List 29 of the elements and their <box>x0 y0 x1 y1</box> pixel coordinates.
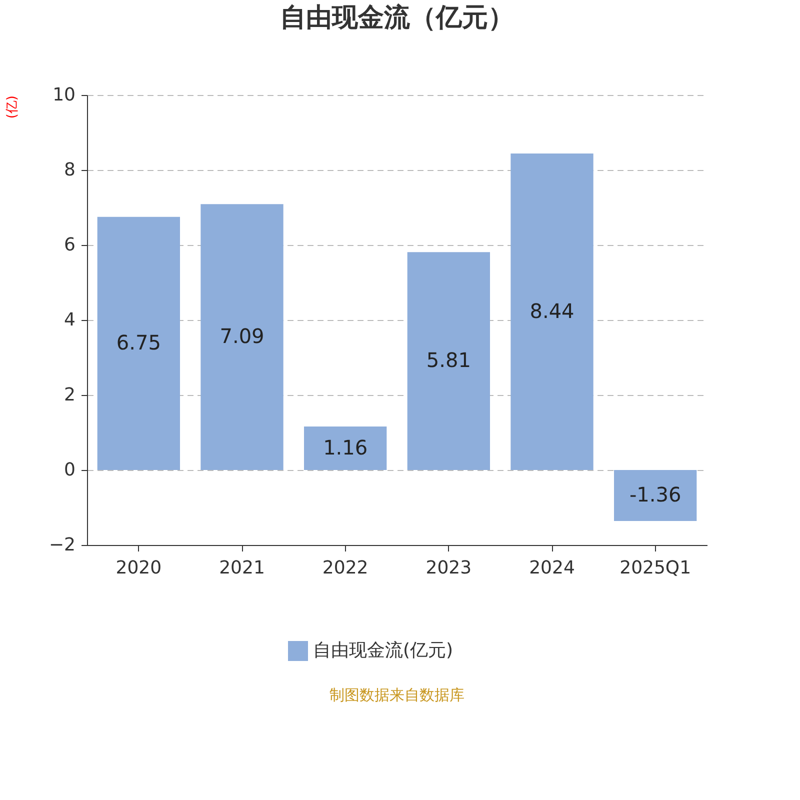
x-tick-label: 2023 <box>426 558 472 578</box>
y-tick-label: −2 <box>48 534 76 556</box>
y-tick-label: 0 <box>64 460 76 480</box>
y-tick-label: 10 <box>52 84 76 106</box>
y-tick-label: 6 <box>64 234 76 256</box>
y-tick-label: 8 <box>64 160 76 180</box>
data-label: 5.81 <box>426 348 471 372</box>
text: 制图数据来自数据库 <box>330 686 464 704</box>
x-tick-label: 2024 <box>529 558 575 578</box>
data-label: 8.44 <box>530 298 574 323</box>
chart-title: 自由现金流（亿元） <box>280 3 514 33</box>
legend-label: 自由现金流(亿元) <box>313 640 454 661</box>
x-tick-label: 2020 <box>116 558 162 578</box>
x-tick-label: 2025Q1 <box>620 558 692 578</box>
bar <box>614 470 697 521</box>
bar <box>200 204 284 470</box>
bar <box>407 252 490 470</box>
x-tick-label: 2022 <box>322 558 368 578</box>
bar <box>510 154 594 470</box>
data-label: 6.75 <box>116 330 161 354</box>
data-label: 1.16 <box>323 435 368 460</box>
data-label: -1.36 <box>629 482 682 506</box>
data-label: 7.09 <box>220 324 264 348</box>
x-tick-label: 2021 <box>219 558 265 578</box>
y-tick-label: 4 <box>64 310 76 330</box>
y-axis-title: (亿) <box>4 96 20 119</box>
bar <box>304 426 387 470</box>
y-tick-label: 2 <box>64 384 76 406</box>
bar <box>97 216 180 470</box>
